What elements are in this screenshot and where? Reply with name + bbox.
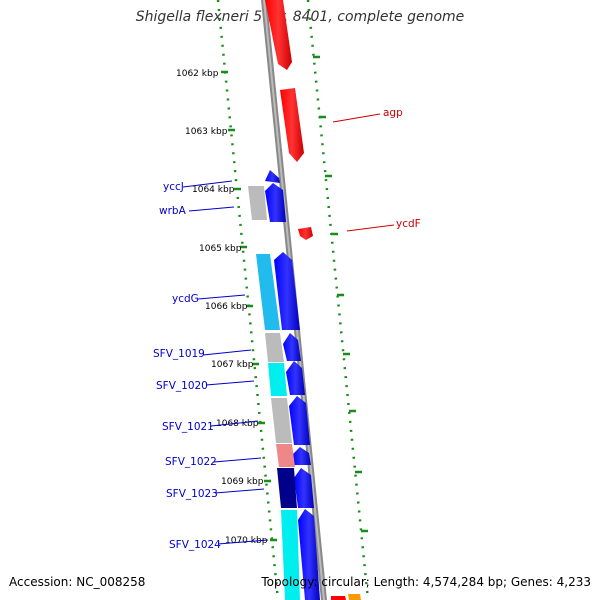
cog-block-SFV_1020 bbox=[268, 363, 287, 396]
gene-label-SFV_1022: SFV_1022 bbox=[165, 456, 217, 468]
tick-label-1069: 1069 kbp bbox=[221, 477, 264, 487]
tick-label-1070: 1070 kbp bbox=[225, 536, 268, 546]
cog-block-ycdG bbox=[256, 254, 280, 330]
tick-label-1064: 1064 kbp bbox=[192, 185, 235, 195]
forward-cds bbox=[265, 0, 346, 600]
cog-block-SFV_1023 bbox=[277, 468, 297, 508]
tick-label-1062: 1062 kbp bbox=[176, 69, 219, 79]
cds-forward-agp bbox=[280, 88, 304, 162]
gene-label-SFV_1021: SFV_1021 bbox=[162, 421, 214, 433]
gene-label-ycdG: ycdG bbox=[172, 293, 199, 305]
left-gene-labels: yccJ wrbA ycdG SFV_1019 SFV_1020 SFV_102… bbox=[153, 180, 269, 551]
cds-reverse-SFV_1024 bbox=[298, 509, 320, 600]
gene-label-agp: agp bbox=[383, 107, 403, 119]
tick-label-1067: 1067 kbp bbox=[211, 360, 254, 370]
gene-label-SFV_1020: SFV_1020 bbox=[156, 380, 208, 392]
outer-major-ticks bbox=[313, 55, 368, 533]
cds-reverse-SFV_1020 bbox=[286, 361, 305, 395]
gene-label-yccJ: yccJ bbox=[163, 181, 184, 193]
tick-label-1068: 1068 kbp bbox=[216, 419, 259, 429]
cog-block-SFV_1021 bbox=[271, 398, 292, 443]
gene-label-SFV_1019: SFV_1019 bbox=[153, 348, 205, 360]
gene-label-wrbA: wrbA bbox=[159, 205, 187, 217]
gene-label-SFV_1024: SFV_1024 bbox=[169, 539, 221, 551]
accession-label: Accession: NC_008258 bbox=[9, 575, 146, 589]
cog-block-bottom-orange bbox=[348, 594, 361, 600]
cds-reverse-SFV_1022 bbox=[292, 447, 311, 465]
kbp-labels: 1062 kbp 1063 kbp 1064 kbp 1065 kbp 1066… bbox=[176, 69, 268, 546]
tick-track-inner bbox=[216, 0, 280, 600]
right-gene-labels: agp ycdF bbox=[332, 107, 421, 232]
tick-label-1066: 1066 kbp bbox=[205, 302, 248, 312]
gene-label-SFV_1023: SFV_1023 bbox=[166, 488, 218, 500]
topology-label: Topology: circular; Length: 4,574,284 bp… bbox=[261, 575, 591, 589]
gene-label-ycdF: ycdF bbox=[396, 218, 421, 230]
reverse-cds bbox=[265, 170, 320, 600]
cds-reverse-SFV_1023 bbox=[294, 468, 314, 508]
tick-track-outer bbox=[306, 0, 370, 600]
cds-reverse-wrbA bbox=[265, 183, 286, 222]
cog-blocks bbox=[248, 186, 361, 600]
genome-title: Shigella flexneri 5 str. 8401, complete … bbox=[135, 9, 465, 25]
cds-forward-1 bbox=[265, 0, 292, 70]
cog-block-SFV_1024 bbox=[281, 510, 300, 600]
cds-reverse-SFV_1021 bbox=[289, 396, 310, 445]
tick-label-1065: 1065 kbp bbox=[199, 244, 242, 254]
cds-reverse-ycdG bbox=[274, 252, 300, 330]
inner-major-ticks bbox=[221, 70, 277, 542]
cog-block-SFV_1022 bbox=[276, 444, 295, 467]
cds-forward-ycdF bbox=[298, 227, 313, 240]
cds-reverse-SFV_1019 bbox=[283, 333, 301, 361]
tick-label-1063: 1063 kbp bbox=[185, 127, 228, 137]
cds-forward-bottom bbox=[331, 596, 346, 600]
cog-block-wrbA bbox=[248, 186, 267, 220]
cog-block-SFV_1019 bbox=[265, 333, 284, 362]
cds-reverse-yccJ bbox=[265, 170, 280, 183]
